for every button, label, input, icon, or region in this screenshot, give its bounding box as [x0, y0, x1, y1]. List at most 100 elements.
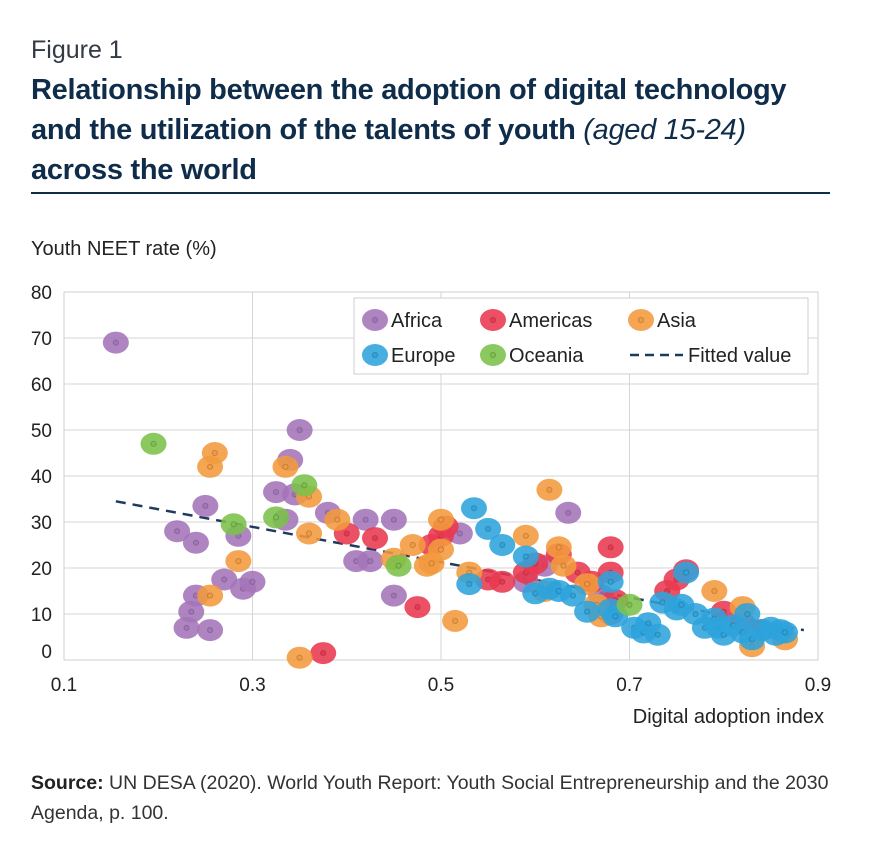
data-point-africa — [192, 494, 219, 517]
y-tick-label: 80 — [31, 283, 52, 304]
data-point-center — [272, 489, 280, 496]
data-point-oceania — [140, 432, 167, 455]
data-point-center — [522, 553, 529, 560]
data-point-asia — [512, 524, 539, 547]
data-point-center — [781, 629, 789, 636]
legend-swatch-center — [489, 316, 497, 324]
title-main: Relationship between the adoption of dig… — [31, 74, 787, 146]
data-point-africa — [211, 568, 238, 591]
data-point-center — [249, 578, 256, 585]
data-point-asia — [701, 580, 728, 602]
data-point-center — [659, 599, 666, 606]
data-point-center — [612, 613, 619, 620]
data-point-africa — [164, 520, 191, 543]
legend-swatch-center — [489, 351, 497, 359]
data-point-africa — [182, 531, 209, 554]
data-point-center — [272, 514, 280, 521]
data-point-center — [296, 426, 303, 434]
data-point-asia — [550, 554, 577, 577]
data-point-center — [574, 569, 581, 576]
data-point-asia — [399, 534, 426, 556]
legend-item-oceania: Oceania — [480, 344, 584, 367]
data-point-europe — [460, 497, 487, 520]
data-point-asia — [272, 455, 299, 478]
data-point-asia — [428, 538, 454, 561]
data-point-center — [183, 624, 190, 631]
legend-swatch-center — [371, 351, 379, 359]
source-text: UN DESA (2020). World Youth Report: Yout… — [31, 772, 829, 824]
figure-label: Figure 1 — [31, 36, 123, 64]
data-point-center — [305, 530, 313, 537]
data-point-center — [437, 546, 445, 553]
data-point-center — [470, 505, 478, 512]
data-point-center — [569, 592, 577, 599]
data-point-europe — [512, 545, 539, 568]
data-point-center — [452, 617, 459, 624]
data-point-center — [334, 516, 341, 523]
title-divider — [31, 192, 830, 194]
data-point-americas — [310, 642, 337, 665]
data-point-oceania — [616, 593, 643, 616]
legend-label: Fitted value — [688, 345, 791, 367]
data-points — [102, 331, 799, 669]
data-point-center — [206, 463, 214, 470]
data-point-center — [466, 581, 473, 588]
data-point-center — [626, 601, 633, 608]
data-point-center — [560, 562, 567, 569]
legend-item-africa: Africa — [362, 309, 443, 332]
data-point-center — [367, 558, 374, 565]
x-tick-label: 0.5 — [428, 675, 454, 696]
data-point-center — [711, 587, 718, 595]
legend-box — [353, 297, 809, 375]
data-point-center — [174, 528, 181, 535]
y-tick-label: 40 — [31, 467, 52, 488]
data-point-center — [343, 530, 350, 537]
data-point-asia — [428, 508, 454, 531]
legend-label: Africa — [391, 310, 443, 332]
y-tick-label: 0 — [41, 642, 52, 663]
data-point-center — [499, 541, 506, 549]
data-point-center — [188, 608, 195, 615]
data-point-center — [211, 449, 218, 457]
data-point-center — [235, 558, 242, 565]
data-point-center — [296, 654, 303, 661]
data-point-center — [744, 610, 751, 618]
data-point-africa — [380, 508, 407, 531]
data-point-center — [206, 592, 214, 599]
data-point-center — [390, 516, 397, 523]
data-point-europe — [475, 517, 502, 540]
data-point-center — [206, 627, 214, 634]
data-point-oceania — [220, 513, 247, 536]
data-point-americas — [404, 596, 431, 619]
data-point-americas — [597, 536, 624, 559]
y-tick-label: 30 — [31, 513, 52, 534]
data-point-center — [607, 578, 614, 585]
data-point-center — [499, 578, 506, 585]
data-point-oceania — [263, 506, 290, 529]
data-point-africa — [357, 550, 384, 573]
data-point-americas — [489, 570, 516, 593]
data-point-asia — [286, 646, 313, 669]
data-point-africa — [197, 619, 224, 642]
data-point-europe — [456, 573, 483, 596]
data-point-center — [112, 339, 119, 346]
data-point-asia — [545, 536, 572, 559]
legend-item-europe: Europe — [362, 344, 456, 367]
y-tick-label: 60 — [31, 375, 52, 396]
data-point-center — [230, 521, 237, 528]
legend-item-americas: Americas — [480, 309, 592, 332]
legend-swatch-center — [637, 316, 645, 324]
x-tick-label: 0.9 — [805, 675, 831, 696]
data-point-africa — [102, 331, 129, 354]
data-point-africa — [286, 419, 313, 441]
data-point-center — [654, 631, 661, 638]
data-point-europe — [574, 600, 601, 623]
data-point-europe — [644, 623, 671, 646]
data-point-center — [546, 486, 553, 493]
data-point-center — [682, 569, 690, 576]
data-point-africa — [239, 570, 266, 593]
y-tick-label: 70 — [31, 329, 52, 350]
legend-label: Americas — [509, 310, 592, 332]
data-point-center — [192, 539, 200, 546]
data-point-europe — [489, 534, 516, 556]
